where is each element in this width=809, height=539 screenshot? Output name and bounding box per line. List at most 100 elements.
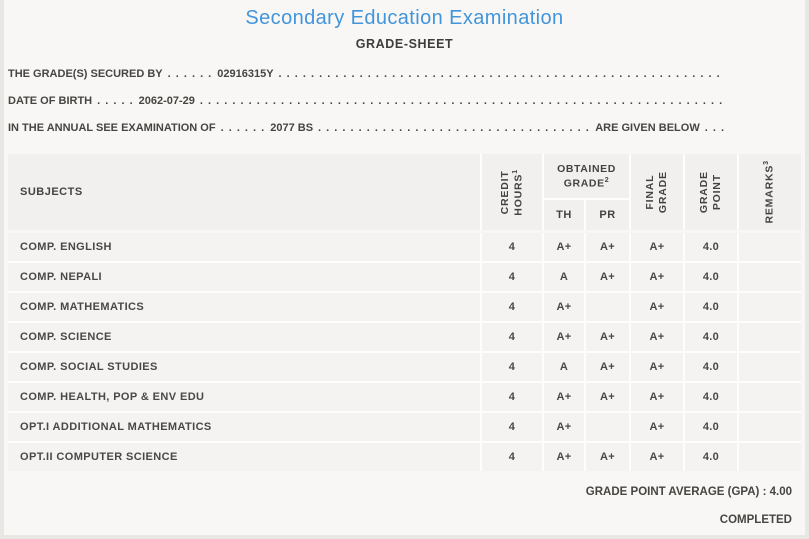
remarks-cell <box>739 263 801 291</box>
final-grade-cell: A+ <box>631 263 683 291</box>
page-right-edge <box>805 0 809 539</box>
obtained-grade-subheader: TH PR <box>544 200 629 230</box>
th-grade-cell: A+ <box>544 383 584 411</box>
credit-hours-header-label: CREDIT HOURS1 <box>498 168 525 216</box>
info-line-exam-year: IN THE ANNUAL SEE EXAMINATION OF . . . .… <box>8 114 725 141</box>
th-grade-cell: A+ <box>544 443 584 471</box>
final-grade-cell: A+ <box>631 443 683 471</box>
pr-grade-cell: A+ <box>586 383 629 411</box>
table-row: COMP. ENGLISH 4 A+ A+ A+ 4.0 <box>8 233 801 261</box>
final-grade-header: FINAL GRADE <box>631 154 683 230</box>
remarks-header-label: REMARKS3 <box>763 160 776 224</box>
subject-cell: OPT.II COMPUTER SCIENCE <box>8 443 480 471</box>
subject-cell: OPT.I ADDITIONAL MATHEMATICS <box>8 413 480 441</box>
grade-point-cell: 4.0 <box>685 323 737 351</box>
result-summary: GRADE POINT AVERAGE (GPA) : 4.00 COMPLET… <box>8 480 801 532</box>
gpa-label: GRADE POINT AVERAGE (GPA) : <box>585 486 767 498</box>
final-grade-header-label: FINAL GRADE <box>643 171 669 213</box>
subject-cell: COMP. MATHEMATICS <box>8 293 480 321</box>
info-label: IN THE ANNUAL SEE EXAMINATION OF <box>8 121 216 134</box>
exam-year: 2077 BS <box>270 121 314 134</box>
dot-leader: . . . . . . . . . . . . . . . . . . . . … <box>199 94 725 107</box>
final-grade-cell: A+ <box>631 293 683 321</box>
th-grade-cell: A+ <box>544 233 584 261</box>
credit-hours-cell: 4 <box>482 233 542 261</box>
obtained-grade-header: OBTAINED GRADE2 TH PR <box>544 154 629 230</box>
info-label: DATE OF BIRTH <box>8 94 93 107</box>
credit-hours-cell: 4 <box>482 353 542 381</box>
date-of-birth: 2062-07-29 <box>138 94 195 107</box>
credit-hours-cell: 4 <box>482 293 542 321</box>
table-row: OPT.II COMPUTER SCIENCE 4 A+ A+ A+ 4.0 <box>8 443 801 471</box>
grade-point-cell: 4.0 <box>685 383 737 411</box>
credit-hours-cell: 4 <box>482 323 542 351</box>
th-grade-cell: A <box>544 353 584 381</box>
pr-grade-cell <box>586 293 629 321</box>
remarks-cell <box>739 233 801 261</box>
table-row: COMP. HEALTH, POP & ENV EDU 4 A+ A+ A+ 4… <box>8 383 801 411</box>
grade-point-header: GRADE POINT <box>685 154 737 230</box>
th-grade-cell: A+ <box>544 413 584 441</box>
dot-leader: . . . . . . <box>167 67 213 80</box>
grade-point-cell: 4.0 <box>685 233 737 261</box>
final-grade-cell: A+ <box>631 353 683 381</box>
table-row: COMP. SOCIAL STUDIES 4 A A+ A+ 4.0 <box>8 353 801 381</box>
remarks-cell <box>739 353 801 381</box>
pr-grade-cell: A+ <box>586 353 629 381</box>
subject-cell: COMP. SCIENCE <box>8 323 480 351</box>
remarks-header: REMARKS3 <box>739 154 801 230</box>
page-title: Secondary Education Examination <box>245 7 564 29</box>
dot-leader: . . . . . . . . . . . . . . . . . . . . … <box>318 121 590 134</box>
pr-grade-cell: A+ <box>586 233 629 261</box>
page-bottom-edge <box>0 535 809 539</box>
dot-leader: . . . . . <box>97 94 134 107</box>
table-row: COMP. MATHEMATICS 4 A+ A+ 4.0 <box>8 293 801 321</box>
remarks-cell <box>739 413 801 441</box>
remarks-cell <box>739 293 801 321</box>
remarks-cell <box>739 443 801 471</box>
grade-point-cell: 4.0 <box>685 263 737 291</box>
subject-cell: COMP. SOCIAL STUDIES <box>8 353 480 381</box>
grade-point-cell: 4.0 <box>685 353 737 381</box>
table-row: COMP. SCIENCE 4 A+ A+ A+ 4.0 <box>8 323 801 351</box>
th-grade-cell: A+ <box>544 293 584 321</box>
info-line-date-of-birth: DATE OF BIRTH . . . . . 2062-07-29 . . .… <box>8 87 725 114</box>
info-label: THE GRADE(S) SECURED BY <box>8 67 163 80</box>
subject-cell: COMP. HEALTH, POP & ENV EDU <box>8 383 480 411</box>
page-left-edge <box>0 0 4 539</box>
grades-table: SUBJECTS CREDIT HOURS1 OBTAINED GRADE2 TH … <box>8 154 801 471</box>
grade-point-cell: 4.0 <box>685 413 737 441</box>
credit-hours-cell: 4 <box>482 263 542 291</box>
grade-point-cell: 4.0 <box>685 293 737 321</box>
credit-hours-cell: 4 <box>482 383 542 411</box>
table-body: COMP. ENGLISH 4 A+ A+ A+ 4.0 COMP. NEPAL… <box>8 233 801 471</box>
credit-hours-header: CREDIT HOURS1 <box>482 154 542 230</box>
gpa-value: 4.00 <box>769 486 792 498</box>
grade-sheet-heading: GRADE-SHEET <box>355 37 454 51</box>
final-grade-cell: A+ <box>631 323 683 351</box>
pr-grade-cell: A+ <box>586 323 629 351</box>
gpa-line: GRADE POINT AVERAGE (GPA) : 4.00 <box>8 480 792 504</box>
obtained-grade-header-label: OBTAINED GRADE2 <box>544 154 629 198</box>
th-grade-cell: A+ <box>544 323 584 351</box>
pr-header: PR <box>586 200 629 230</box>
th-header: TH <box>544 200 584 230</box>
grade-point-header-label: GRADE POINT <box>697 171 723 213</box>
candidate-info: THE GRADE(S) SECURED BY . . . . . . 0291… <box>8 60 801 141</box>
pr-grade-cell: A+ <box>586 443 629 471</box>
final-grade-cell: A+ <box>631 383 683 411</box>
dot-leader: . . . . . . <box>220 121 266 134</box>
subject-cell: COMP. NEPALI <box>8 263 480 291</box>
final-grade-cell: A+ <box>631 413 683 441</box>
table-header: SUBJECTS CREDIT HOURS1 OBTAINED GRADE2 TH … <box>8 154 801 230</box>
pr-grade-cell: A+ <box>586 263 629 291</box>
subject-cell: COMP. ENGLISH <box>8 233 480 261</box>
subjects-header: SUBJECTS <box>8 154 480 230</box>
status-badge: COMPLETED <box>719 514 792 526</box>
info-suffix: ARE GIVEN BELOW <box>595 121 700 134</box>
grade-point-cell: 4.0 <box>685 443 737 471</box>
info-line-grades-secured: THE GRADE(S) SECURED BY . . . . . . 0291… <box>8 60 725 87</box>
remarks-cell <box>739 383 801 411</box>
final-grade-cell: A+ <box>631 233 683 261</box>
